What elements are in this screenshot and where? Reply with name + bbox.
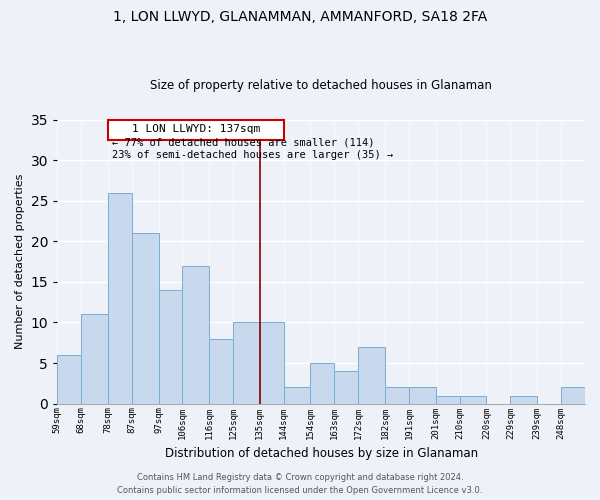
Bar xyxy=(108,192,132,404)
Text: 23% of semi-detached houses are larger (35) →: 23% of semi-detached houses are larger (… xyxy=(112,150,393,160)
Text: 1 LON LLWYD: 137sqm: 1 LON LLWYD: 137sqm xyxy=(131,124,260,134)
Bar xyxy=(436,396,460,404)
Bar xyxy=(409,388,436,404)
Bar xyxy=(561,388,585,404)
Bar xyxy=(233,322,260,404)
FancyBboxPatch shape xyxy=(108,120,284,140)
Bar xyxy=(334,371,358,404)
Bar xyxy=(57,355,81,404)
Y-axis label: Number of detached properties: Number of detached properties xyxy=(15,174,25,350)
Bar xyxy=(182,266,209,404)
Bar xyxy=(158,290,182,404)
Bar xyxy=(310,363,334,404)
X-axis label: Distribution of detached houses by size in Glanaman: Distribution of detached houses by size … xyxy=(164,447,478,460)
Bar xyxy=(460,396,487,404)
Bar xyxy=(511,396,537,404)
Text: Contains HM Land Registry data © Crown copyright and database right 2024.
Contai: Contains HM Land Registry data © Crown c… xyxy=(118,473,482,495)
Bar xyxy=(358,347,385,404)
Bar xyxy=(260,322,284,404)
Bar xyxy=(209,338,233,404)
Text: ← 77% of detached houses are smaller (114): ← 77% of detached houses are smaller (11… xyxy=(112,138,374,147)
Bar xyxy=(385,388,409,404)
Title: Size of property relative to detached houses in Glanaman: Size of property relative to detached ho… xyxy=(150,79,492,92)
Bar xyxy=(284,388,310,404)
Bar xyxy=(81,314,108,404)
Text: 1, LON LLWYD, GLANAMMAN, AMMANFORD, SA18 2FA: 1, LON LLWYD, GLANAMMAN, AMMANFORD, SA18… xyxy=(113,10,487,24)
Bar xyxy=(132,233,158,404)
